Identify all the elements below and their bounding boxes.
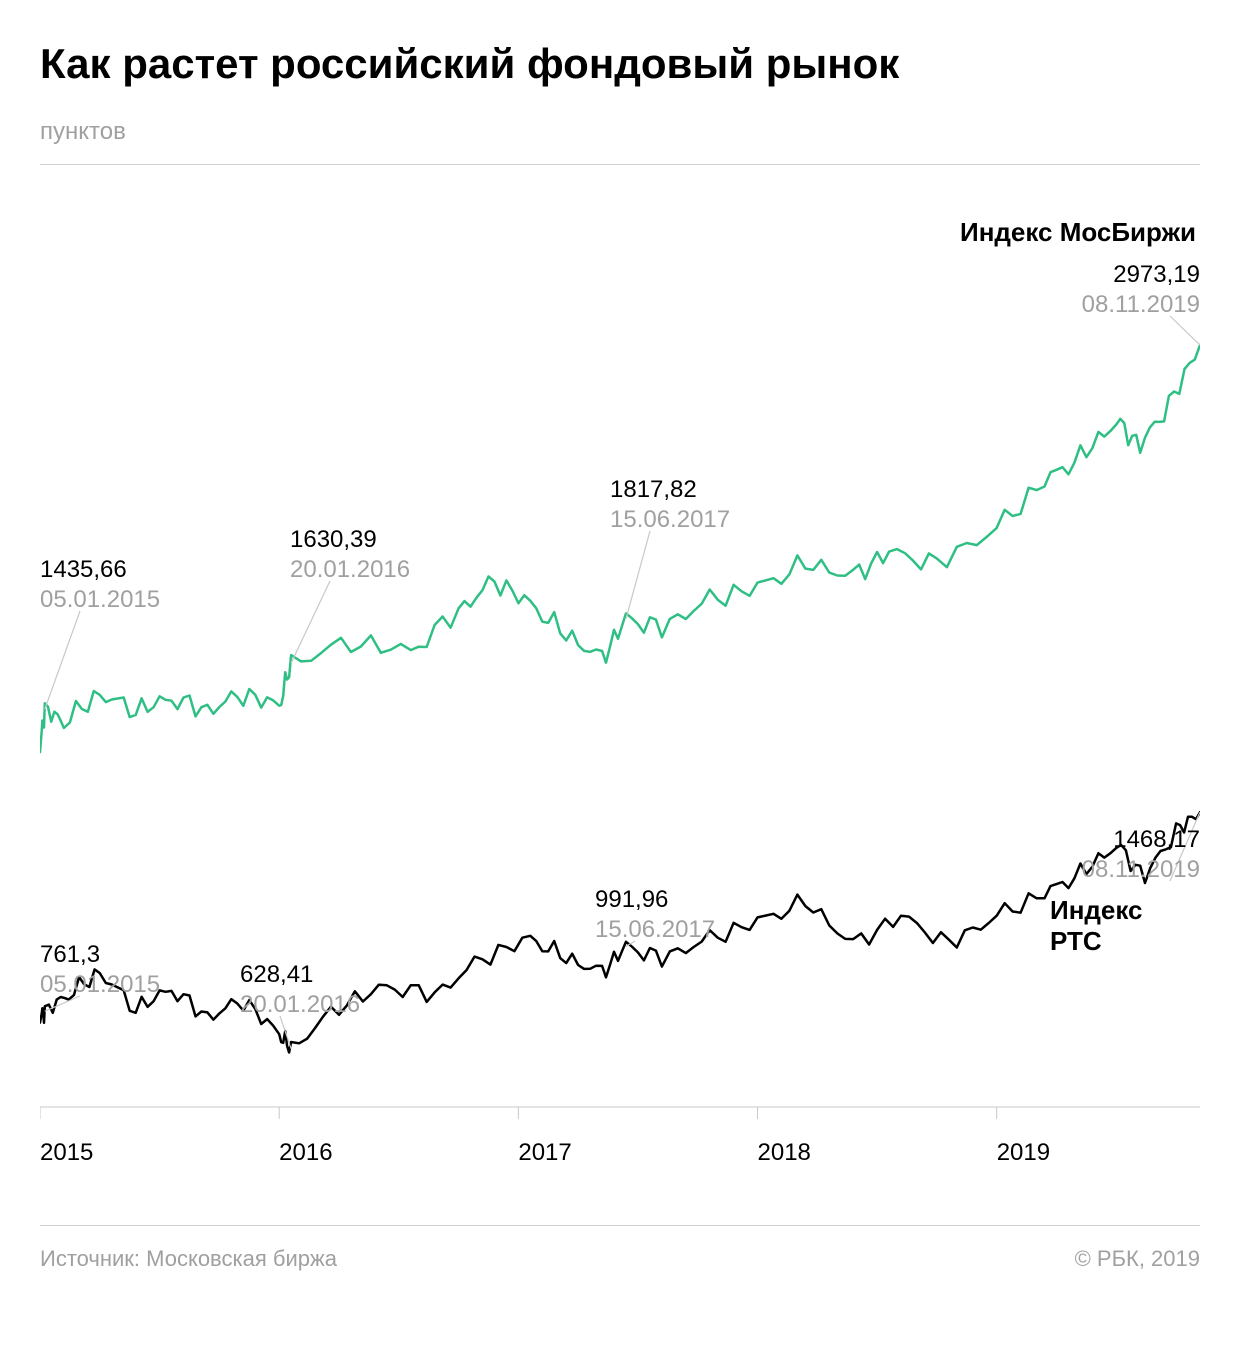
annotation-value: 991,96 bbox=[595, 885, 715, 915]
series-label-rts: Индекс РТС bbox=[1050, 895, 1200, 957]
annotation-value: 628,41 bbox=[240, 960, 360, 990]
x-tick-label: 2015 bbox=[40, 1139, 93, 1167]
annotation-date: 15.06.2017 bbox=[610, 505, 730, 535]
annotation-value: 1630,39 bbox=[290, 525, 410, 555]
x-tick-label: 2017 bbox=[518, 1139, 571, 1167]
annotation-value: 2973,19 bbox=[1060, 260, 1200, 290]
annotation-rts-2: 991,9615.06.2017 bbox=[595, 885, 715, 945]
annotation-date: 20.01.2016 bbox=[240, 990, 360, 1020]
annotation-rts-3: 1468,1708.11.2019 bbox=[1060, 825, 1200, 885]
chart-svg bbox=[40, 185, 1200, 1125]
annotation-date: 05.01.2015 bbox=[40, 970, 160, 1000]
footer-source: Источник: Московская биржа bbox=[40, 1246, 337, 1272]
chart-area: Индекс МосБиржи Индекс РТС 1435,6605.01.… bbox=[40, 185, 1200, 1125]
annotation-rts-1: 628,4120.01.2016 bbox=[240, 960, 360, 1020]
x-tick-label: 2019 bbox=[997, 1139, 1050, 1167]
annotation-moex-2: 1817,8215.06.2017 bbox=[610, 475, 730, 535]
annotation-value: 1468,17 bbox=[1060, 825, 1200, 855]
annotation-moex-1: 1630,3920.01.2016 bbox=[290, 525, 410, 585]
chart-subtitle: пунктов bbox=[40, 118, 1200, 146]
annotation-value: 1435,66 bbox=[40, 555, 160, 585]
annotation-moex-0: 1435,6605.01.2015 bbox=[40, 555, 160, 615]
annotation-date: 20.01.2016 bbox=[290, 555, 410, 585]
annotation-date: 05.01.2015 bbox=[40, 585, 160, 615]
series-label-moex: Индекс МосБиржи bbox=[960, 217, 1196, 248]
annotation-value: 1817,82 bbox=[610, 475, 730, 505]
annotation-value: 761,3 bbox=[40, 940, 160, 970]
chart-title: Как растет российский фондовый рынок bbox=[40, 40, 1200, 88]
x-tick-label: 2018 bbox=[758, 1139, 811, 1167]
x-tick-label: 2016 bbox=[279, 1139, 332, 1167]
annotation-moex-3: 2973,1908.11.2019 bbox=[1060, 260, 1200, 320]
header-divider bbox=[40, 164, 1200, 165]
annotation-date: 15.06.2017 bbox=[595, 915, 715, 945]
annotation-date: 08.11.2019 bbox=[1060, 855, 1200, 885]
chart-footer: Источник: Московская биржа © РБК, 2019 bbox=[40, 1225, 1200, 1272]
annotation-date: 08.11.2019 bbox=[1060, 290, 1200, 320]
footer-copyright: © РБК, 2019 bbox=[1075, 1246, 1200, 1272]
annotation-rts-0: 761,305.01.2015 bbox=[40, 940, 160, 1000]
x-axis: 2015 2016 2017 2018 2019 bbox=[40, 1125, 1200, 1185]
